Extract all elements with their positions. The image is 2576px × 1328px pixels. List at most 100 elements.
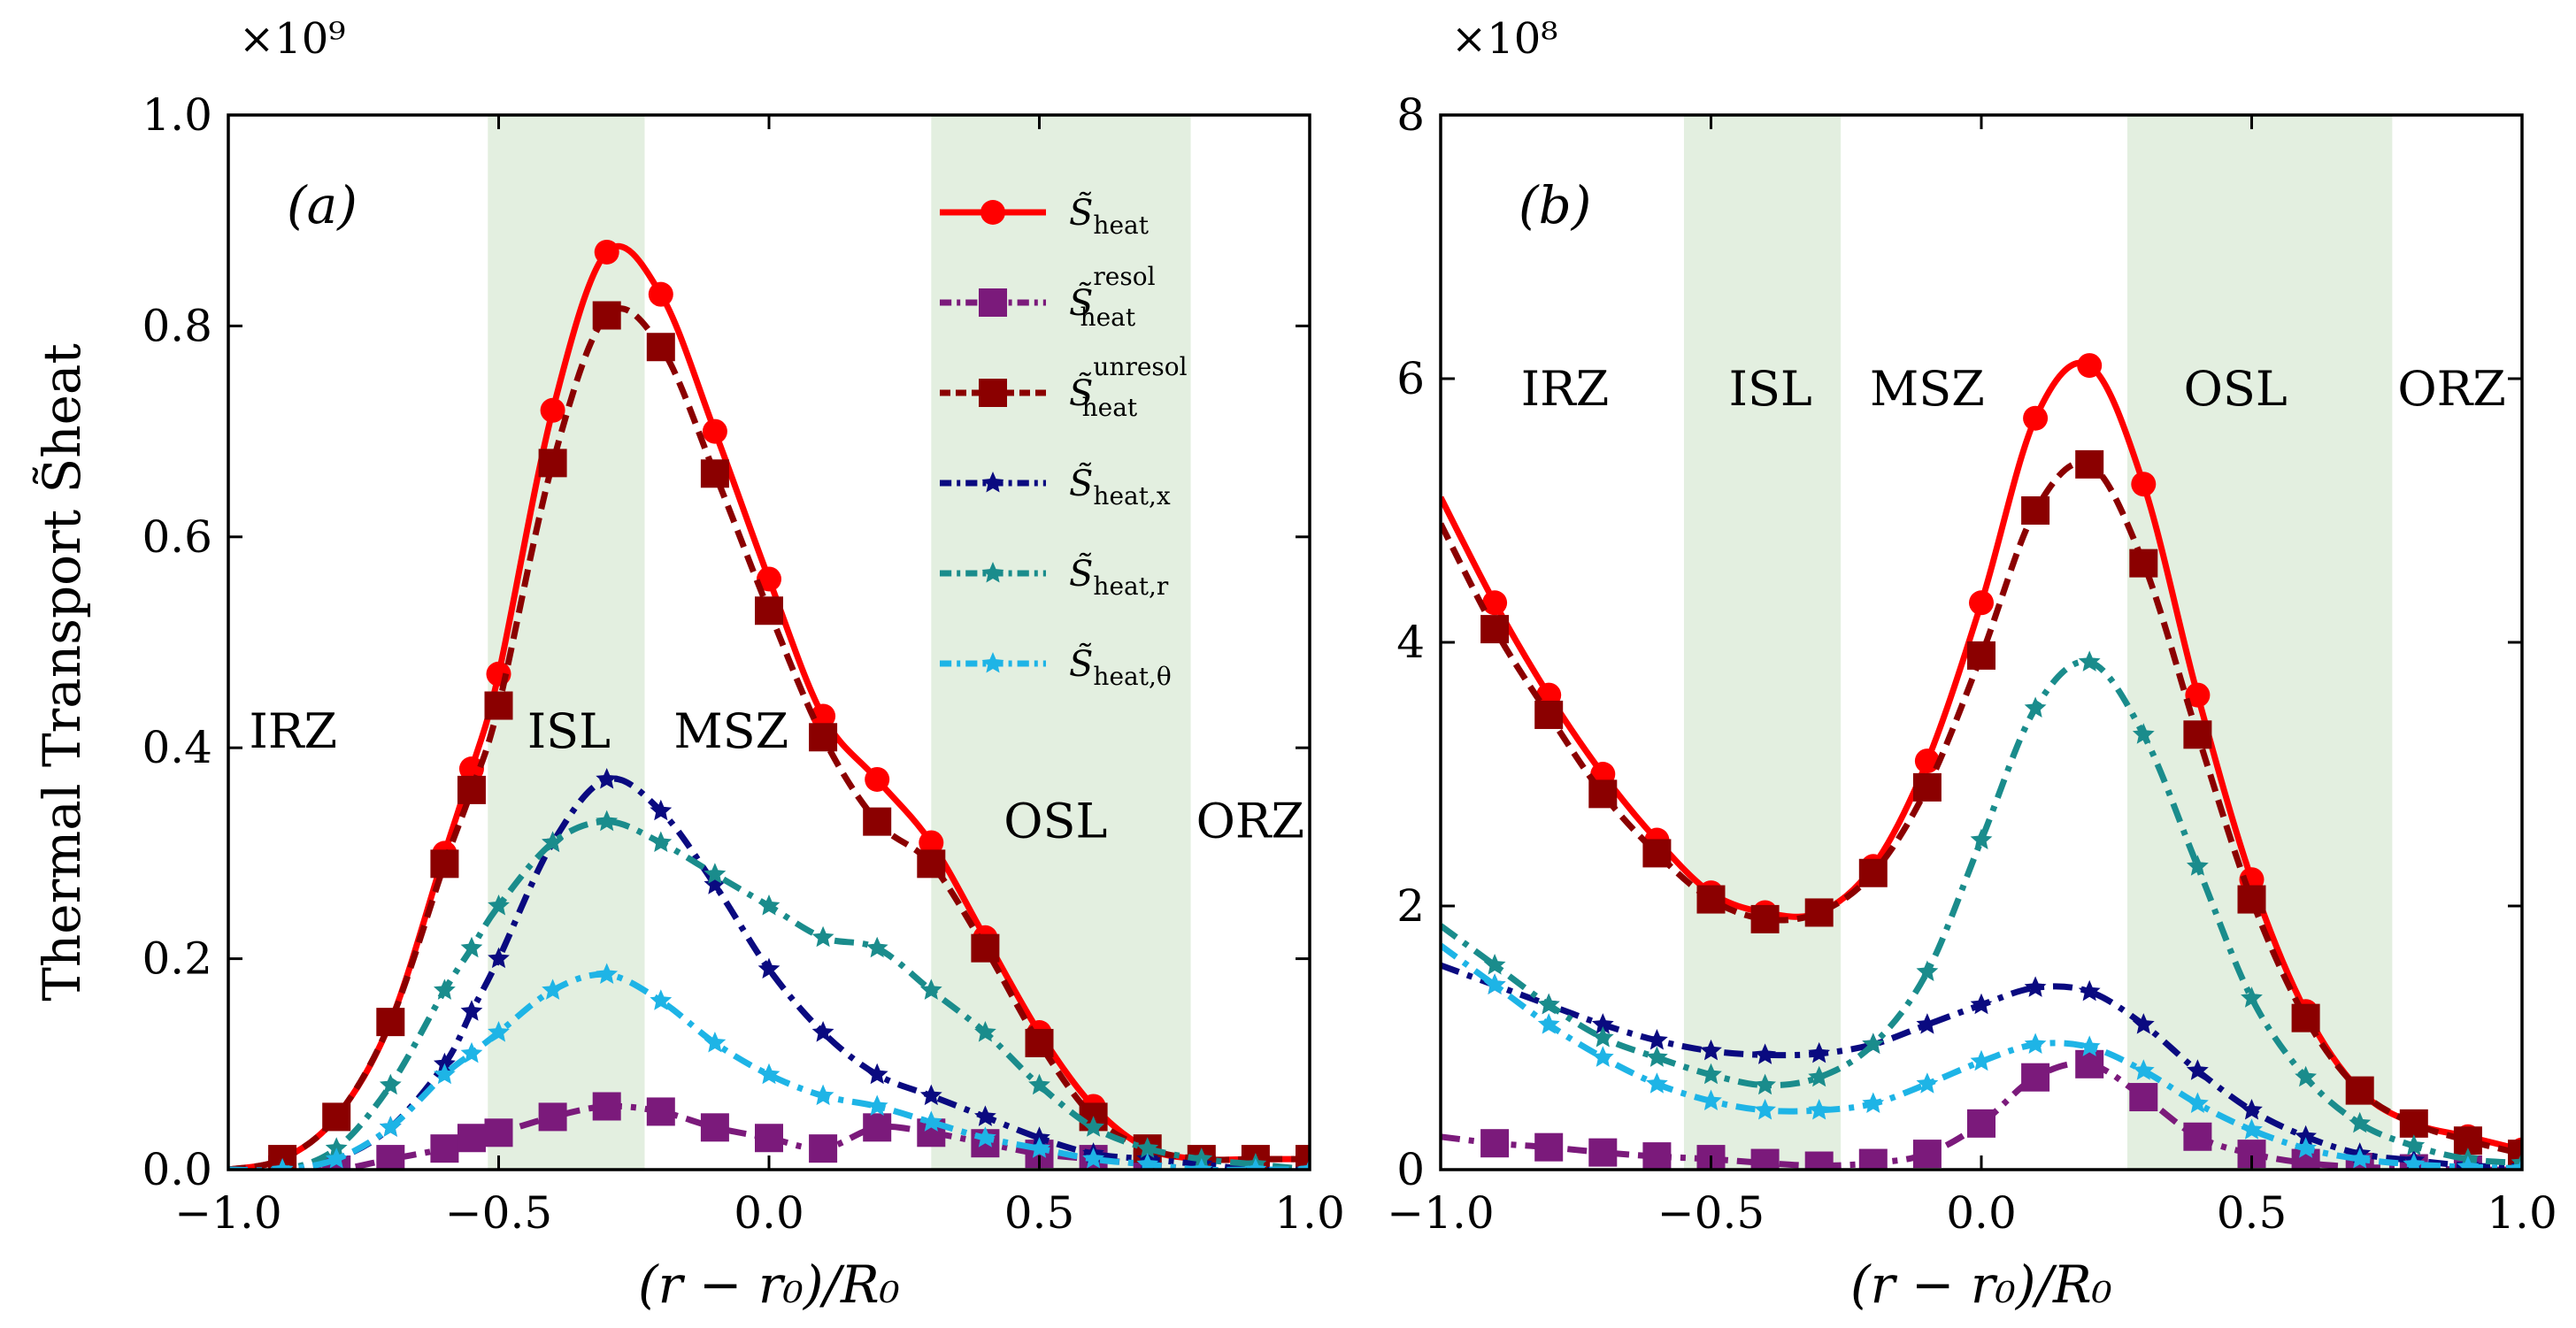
data-point-heat-x-3 (1916, 1013, 1939, 1034)
axis-exponent-label: ×10⁹ (239, 14, 346, 64)
data-point-heat-unresol-2 (1912, 772, 1942, 802)
data-point-heat-unresol-2 (457, 775, 486, 804)
series-line-heat-r-4 (1441, 658, 2522, 1166)
data-point-heat-0 (757, 566, 781, 592)
x-tick-label: 1.0 (1274, 1187, 1345, 1239)
region-label: IRZ (1521, 361, 1610, 417)
x-tick-label: −0.5 (445, 1187, 552, 1239)
data-point-heat-r-4 (2403, 1134, 2426, 1155)
data-point-heat-resol-1 (430, 1134, 459, 1163)
data-point-heat-resol-1 (863, 1113, 892, 1142)
y-tick-label: 0.4 (142, 722, 212, 773)
data-point-heat-x-3 (865, 1063, 888, 1085)
data-point-heat-5 (2403, 1153, 2426, 1170)
legend-marker-heat-0 (980, 200, 1005, 225)
data-point-heat-x-3 (2078, 979, 2101, 1002)
y-tick-label: 0.8 (142, 300, 212, 351)
data-point-heat-unresol-2 (1642, 839, 1672, 868)
y-tick-label: 0.2 (142, 933, 212, 985)
legend-label-heat-unresol-2: S̃unresol heat (1069, 352, 1188, 422)
data-point-heat-r-4 (2132, 723, 2155, 744)
data-point-heat-x-3 (2024, 976, 2047, 997)
data-point-heat-x-3 (2187, 1059, 2209, 1080)
data-point-heat-5 (1808, 1099, 1831, 1120)
y-tick-label: 0.6 (142, 511, 212, 563)
data-point-heat-unresol-2 (1967, 641, 1995, 670)
data-point-heat-0 (2131, 472, 2157, 497)
data-point-heat-r-4 (1483, 954, 1506, 975)
x-tick-label: 0.0 (1946, 1187, 2017, 1239)
data-point-heat-r-4 (2349, 1111, 2372, 1133)
data-point-heat-unresol-2 (1588, 779, 1618, 809)
data-point-heat-5 (704, 1032, 727, 1053)
data-point-heat-r-4 (1808, 1065, 1831, 1087)
data-point-heat-unresol-2 (2129, 549, 2158, 578)
series-group (1441, 353, 2522, 1170)
data-point-heat-unresol-2 (2291, 1003, 2320, 1032)
data-point-heat-resol-1 (646, 1097, 675, 1126)
data-point-heat-0 (865, 766, 890, 792)
data-point-heat-5 (1136, 1153, 1159, 1170)
data-point-heat-r-4 (2187, 855, 2209, 876)
chart-panel-a: −1.0 −0.5 0.0 0.5 1.0 0.0 0.2 0.4 0.6 0.8 1.0 ×10⁹ (… (142, 14, 1344, 1315)
legend-marker-heat-x-3 (981, 472, 1004, 493)
y-tick-label: 0.0 (142, 1144, 212, 1195)
data-point-heat-r-4 (865, 936, 888, 958)
data-point-heat-5 (542, 979, 564, 1000)
data-point-heat-5 (2457, 1155, 2480, 1170)
data-point-heat-5 (2024, 1032, 2047, 1054)
data-point-heat-r-4 (596, 810, 619, 832)
data-point-heat-5 (2511, 1156, 2522, 1170)
data-point-heat-0 (811, 703, 836, 729)
x-tick-label: 0.5 (1004, 1187, 1075, 1239)
data-point-heat-unresol-2 (971, 933, 1000, 963)
data-point-heat-unresol-2 (2345, 1076, 2374, 1105)
data-point-heat-unresol-2 (863, 807, 892, 836)
data-point-heat-resol-1 (1912, 1140, 1942, 1169)
region-label: OSL (2184, 361, 2288, 417)
data-point-heat-5 (650, 989, 673, 1010)
panel-label: (a) (287, 175, 358, 235)
data-point-heat-x-3 (1970, 993, 1993, 1015)
data-point-heat-resol-1 (755, 1124, 783, 1153)
data-point-heat-r-4 (1862, 1032, 1885, 1054)
data-point-heat-unresol-2 (2237, 885, 2266, 914)
data-point-heat-x-3 (2295, 1125, 2317, 1147)
data-point-heat-r-4 (434, 979, 456, 1000)
data-point-heat-0 (702, 418, 727, 444)
series-line-heat-5 (228, 971, 1310, 1170)
data-point-heat-5 (811, 1084, 834, 1106)
data-point-heat-5 (2078, 1035, 2101, 1056)
data-point-heat-unresol-2 (1804, 898, 1834, 927)
legend-marker-heat-5 (981, 652, 1004, 673)
x-tick-label: −1.0 (1387, 1187, 1494, 1239)
data-point-heat-r-4 (1700, 1063, 1722, 1085)
data-point-heat-5 (1483, 973, 1506, 994)
data-point-heat-r-4 (325, 1137, 348, 1158)
data-point-heat-unresol-2 (809, 723, 838, 752)
legend-marker-heat-r-4 (981, 562, 1004, 583)
data-point-heat-0 (540, 397, 565, 423)
data-point-heat-5 (1970, 1049, 1993, 1071)
data-point-heat-resol-1 (592, 1092, 621, 1121)
data-point-heat-unresol-2 (700, 459, 729, 488)
data-point-heat-unresol-2 (538, 449, 567, 478)
data-point-heat-x-3 (1646, 1029, 1668, 1050)
data-point-heat-resol-1 (809, 1134, 838, 1163)
data-point-heat-5 (1591, 1046, 1614, 1067)
data-point-heat-unresol-2 (1296, 1145, 1310, 1170)
shaded-region (1683, 115, 1842, 1170)
data-point-heat-5 (757, 1063, 780, 1085)
data-point-heat-x-3 (460, 1000, 483, 1021)
data-point-heat-unresol-2 (2183, 720, 2212, 749)
region-label: ISL (527, 703, 611, 759)
x-tick-label: 0.0 (734, 1187, 804, 1239)
data-point-heat-0 (2077, 353, 2103, 379)
region-label: MSZ (1870, 361, 1985, 417)
data-point-heat-5 (1537, 1013, 1560, 1034)
data-point-heat-r-4 (757, 894, 780, 916)
data-point-heat-x-3 (811, 1021, 834, 1042)
region-label: IRZ (250, 703, 338, 759)
data-point-heat-5 (1082, 1148, 1104, 1169)
